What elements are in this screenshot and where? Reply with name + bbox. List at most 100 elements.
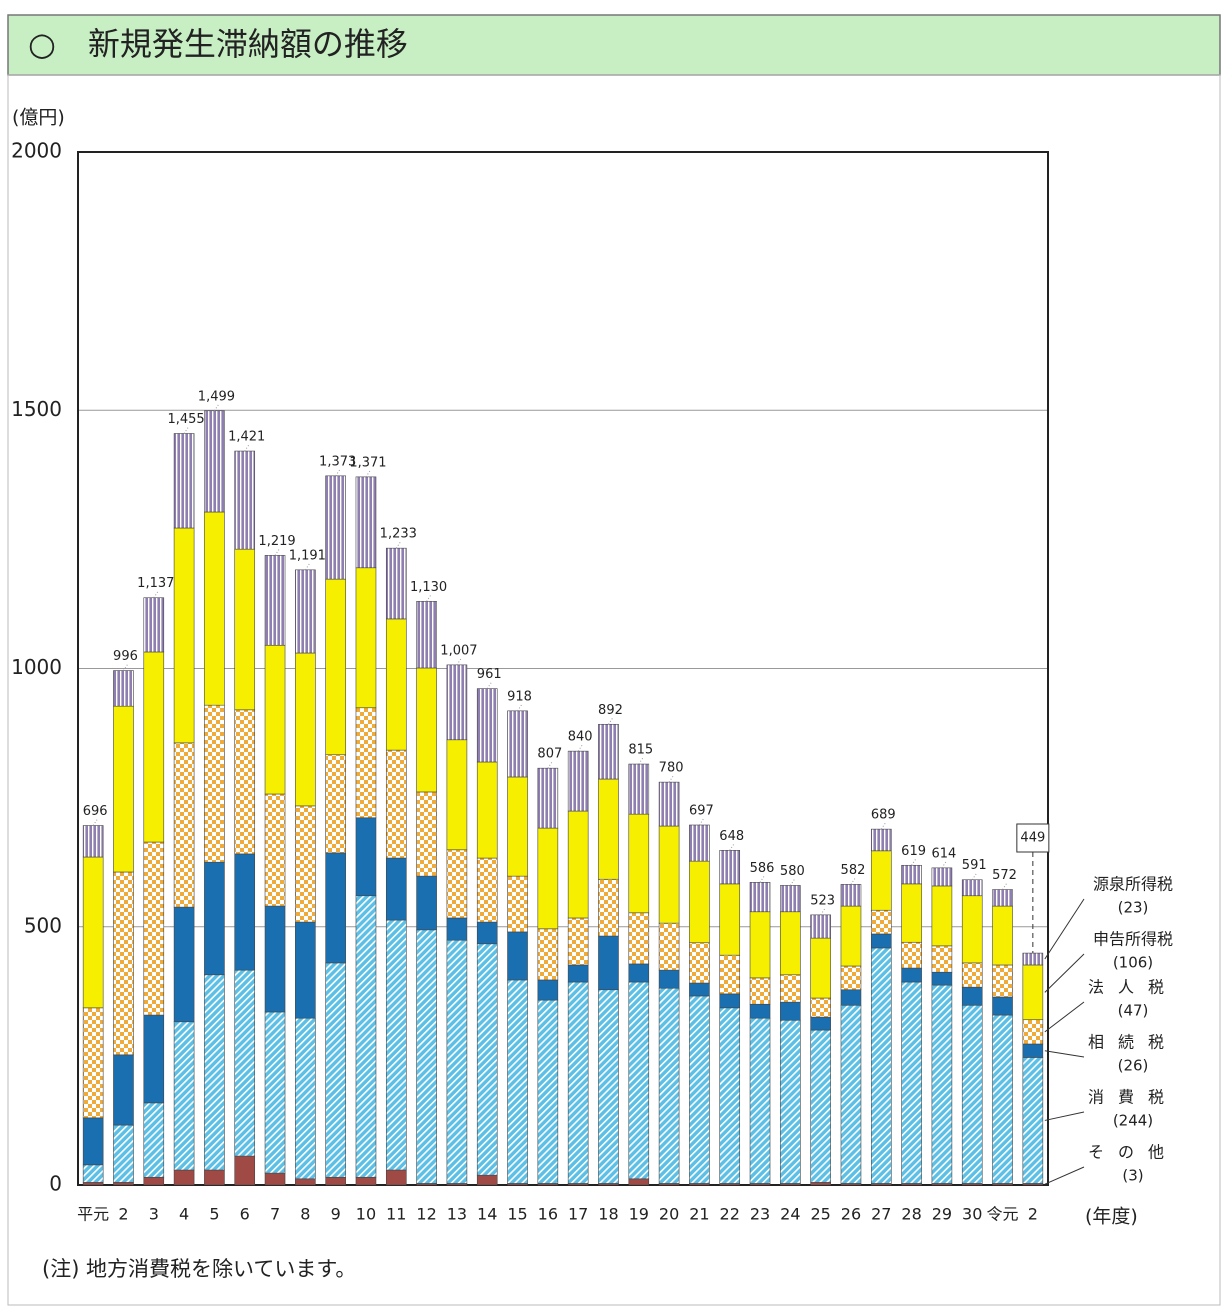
total-label: 780 [659, 761, 684, 776]
bar-segment [749, 1017, 771, 1184]
bar-segment [385, 547, 407, 620]
x-tick-label: 23 [750, 1205, 770, 1224]
total-leader [971, 873, 977, 881]
bar-segment [295, 569, 316, 654]
total-leader [820, 908, 826, 916]
bar-segment [234, 450, 256, 550]
bar-segment [143, 1102, 165, 1178]
bar-segment [567, 750, 589, 812]
total-leader [789, 879, 795, 886]
legend-label: 消費税 [1088, 1088, 1178, 1107]
bar-segment [780, 974, 801, 1003]
y-unit: (億円) [12, 107, 65, 129]
bar-segment [264, 644, 286, 795]
bar-segment [931, 945, 953, 973]
total-label: 1,233 [380, 527, 417, 542]
bar-segment [416, 601, 437, 669]
bar-segment [719, 1007, 741, 1184]
bar-segment [689, 995, 710, 1184]
bar-segment [961, 879, 983, 897]
bar-segment [476, 761, 498, 859]
bar-segment [264, 905, 286, 1013]
total-leader [880, 822, 886, 830]
total-leader [911, 859, 917, 866]
bar-segment [598, 989, 619, 1184]
x-tick-label: 4 [179, 1205, 189, 1224]
x-tick-label: 20 [659, 1205, 679, 1224]
bar-segment [931, 971, 953, 986]
total-label: 1,130 [410, 580, 447, 595]
bar-segment [719, 850, 741, 885]
bar-segment [416, 667, 437, 793]
bar-segment [325, 754, 346, 854]
bar-segment [476, 857, 498, 923]
bar-segment [143, 841, 165, 1016]
total-label: 807 [537, 747, 562, 762]
total-leader [638, 757, 644, 765]
bar-segment [931, 867, 953, 887]
legend-leader [1044, 1050, 1085, 1058]
total-label: 689 [871, 808, 896, 823]
legend-leader [1044, 1001, 1085, 1033]
bar-segment [264, 793, 286, 907]
x-tick-label: 3 [149, 1205, 159, 1224]
bar-segment [385, 749, 407, 859]
bar-segment [658, 825, 680, 924]
total-label: 1,007 [440, 643, 477, 658]
bar-segment [780, 1019, 801, 1184]
bar-segment [446, 664, 468, 741]
bar-segment [537, 979, 559, 1001]
bar-segment [355, 707, 377, 819]
bar-segment [507, 710, 528, 778]
bar-segment [113, 705, 134, 873]
bar-segment [385, 1169, 407, 1186]
legend-value: (26) [1118, 1057, 1149, 1075]
bar-segment [840, 1004, 862, 1184]
x-tick-label: 10 [356, 1205, 376, 1224]
bar-segment [1022, 964, 1044, 1021]
bar-segment [82, 856, 104, 1009]
bar-segment [780, 911, 801, 976]
bar-segment [325, 852, 346, 964]
bar-segment [567, 810, 589, 919]
bar-segment [113, 1182, 134, 1186]
bar-segment [689, 942, 710, 984]
bar-segment [234, 1155, 256, 1186]
bar-segment [234, 548, 256, 711]
bar-segment [476, 1174, 498, 1186]
bar-segment [870, 947, 892, 1184]
bar-segment [901, 883, 922, 943]
legend-value: (3) [1122, 1167, 1143, 1185]
bar-segment [1022, 1019, 1044, 1045]
total-label: 696 [83, 804, 108, 819]
bar-segment [537, 999, 559, 1184]
total-label: 815 [628, 743, 653, 758]
x-tick-label: 17 [568, 1205, 588, 1224]
bar-segment [385, 857, 407, 921]
total-label: 1,455 [167, 412, 204, 427]
total-leader [1002, 883, 1007, 890]
total-label: 614 [931, 846, 956, 861]
bar-segment [143, 651, 165, 843]
footnote: (注) 地方消費税を除いています。 [42, 1257, 356, 1281]
total-leader [668, 775, 674, 783]
bar-segment [749, 977, 771, 1005]
total-leader [365, 470, 371, 478]
bar-segment [446, 849, 468, 919]
bar-segment [992, 996, 1013, 1016]
bar-segment [658, 922, 680, 971]
y-tick-label: 500 [24, 913, 62, 937]
bar-segment [628, 763, 650, 815]
bar-segment [234, 969, 256, 1157]
bar-segment [628, 963, 650, 983]
legend-label: 源泉所得税 [1093, 875, 1173, 894]
bar-segment [840, 884, 862, 907]
bar-segment [113, 1124, 134, 1183]
total-label: 1,499 [198, 389, 235, 404]
bar-segment [173, 527, 195, 744]
x-tick-label: 平元 [77, 1205, 109, 1224]
bar-segment [870, 850, 892, 911]
total-leader [274, 549, 280, 556]
total-label: 648 [719, 829, 744, 844]
bar-segment [173, 1169, 195, 1186]
